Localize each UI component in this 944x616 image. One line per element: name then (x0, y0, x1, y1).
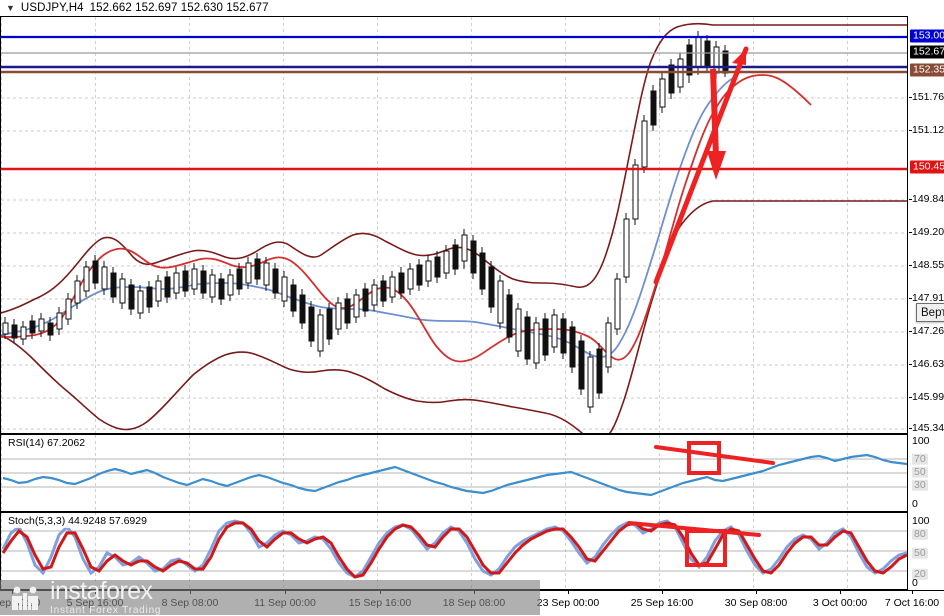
bollinger-lower (1, 200, 907, 433)
time-tick-mark (756, 591, 757, 594)
price-tick: 147.265 (912, 324, 944, 337)
instaforex-tagline: Instant Forex Trading (50, 605, 162, 616)
ma-fast-line (1, 74, 812, 363)
instaforex-logo-icon (12, 586, 38, 610)
time-tick-mark (840, 591, 841, 594)
price-tick-mark (909, 232, 912, 233)
price-tick: 146.635 (912, 357, 944, 370)
stoch-levels (1, 530, 907, 572)
price-tick: 148.555 (912, 258, 944, 271)
price-pane[interactable] (0, 16, 908, 434)
chart-header: ▼ USDJPY,H4 152.662 152.697 152.630 152.… (0, 0, 944, 16)
indicator-tick: 30 (912, 478, 928, 491)
time-label: 7 Oct 16:00 (884, 597, 940, 609)
price-tick-mark (909, 298, 912, 299)
stoch-crossover-box (685, 529, 727, 567)
price-tick: 151.120 (912, 123, 944, 136)
price-level-label[interactable]: 153.000 (910, 29, 944, 43)
price-tick-mark (909, 331, 912, 332)
price-tick: 149.845 (912, 192, 944, 205)
stochastic-caption: Stoch(5,3,3) 44.9248 57.6929 (6, 515, 149, 528)
indicator-tick: 50 (912, 546, 928, 559)
price-levels (1, 35, 907, 171)
stochastic-scale[interactable]: 100 80 50 20 0 (909, 512, 944, 590)
price-tick-mark (909, 97, 912, 98)
price-tick-mark (909, 364, 912, 365)
price-tick: 145.345 (912, 421, 944, 434)
time-tick-mark (568, 591, 569, 594)
rsi-divergence-box (687, 441, 721, 475)
time-label: 30 Sep 08:00 (724, 597, 788, 609)
time-tick-mark (662, 591, 663, 594)
price-level-label[interactable]: 152.350 (910, 63, 944, 77)
time-label: 3 Oct 00:00 (812, 597, 868, 609)
vertical-line-tooltip: Верт (916, 303, 944, 322)
price-annotations (653, 46, 749, 285)
price-plot (1, 17, 907, 433)
price-scale[interactable]: 151.765 151.120 149.845 149.200 148.555 147.9… (909, 16, 944, 434)
time-tick-mark (912, 591, 913, 594)
indicator-tick: 80 (912, 527, 928, 540)
indicator-tick: 70 (912, 452, 928, 465)
rising-trendline-arrowhead (732, 49, 746, 65)
bearish-down-arrowhead (707, 151, 726, 180)
indicator-tick: 0 (912, 576, 918, 589)
price-tick-mark (909, 130, 912, 131)
bollinger-bands (1, 22, 907, 433)
price-level-label[interactable]: 152.677 (910, 45, 944, 59)
rsi-annotations (654, 441, 775, 475)
indicator-tick: 50 (912, 465, 928, 478)
time-label: 25 Sep 16:00 (630, 597, 694, 609)
price-tick: 149.200 (912, 225, 944, 238)
price-tick-mark (909, 428, 912, 429)
vertical-gridlines (1, 17, 907, 433)
price-tick: 145.990 (912, 390, 944, 403)
bearish-down-arrow (710, 68, 719, 158)
indicator-tick: 100 (912, 514, 930, 527)
instaforex-watermark: instaforex Instant Forex Trading (0, 577, 540, 616)
rising-trendline (653, 46, 749, 285)
rsi-scale[interactable]: 100 70 50 30 0 (909, 434, 944, 512)
indicator-tick: 100 (912, 434, 930, 447)
rsi-plot (1, 435, 907, 511)
time-label: 23 Sep 00:00 (536, 597, 600, 609)
price-tick-mark (909, 265, 912, 266)
rsi-pane[interactable]: RSI(14) 67.2062 (0, 434, 908, 512)
stoch-annotations (627, 521, 761, 567)
bollinger-upper (1, 22, 907, 314)
price-tick: 147.910 (912, 291, 944, 304)
price-tick-mark (909, 199, 912, 200)
chevron-down-icon[interactable]: ▼ (6, 2, 15, 13)
rsi-line (2, 453, 907, 497)
stoch-d-line (1, 521, 907, 579)
instaforex-wordmark: instaforex (50, 577, 153, 605)
rsi-caption: RSI(14) 67.2062 (6, 437, 88, 450)
indicator-tick: 20 (912, 567, 928, 580)
stochastic-plot (1, 513, 907, 589)
indicator-tick: 0 (912, 497, 918, 510)
candlesticks (2, 31, 729, 413)
rsi-trendline (654, 445, 775, 465)
ohlc-values: 152.662 152.697 152.630 152.677 (89, 2, 269, 14)
symbol-label: USDJPY,H4 (20, 2, 84, 14)
price-tick: 151.765 (912, 90, 944, 103)
price-tick-mark (909, 397, 912, 398)
price-level-label[interactable]: 150.450 (910, 160, 944, 174)
